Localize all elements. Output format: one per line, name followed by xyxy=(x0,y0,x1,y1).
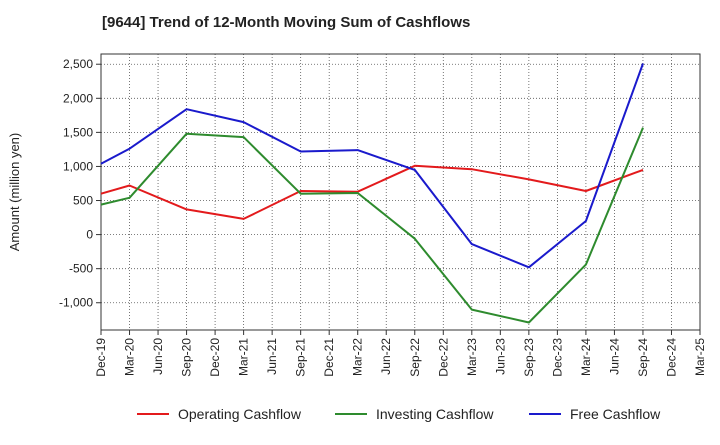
x-tick-label: Mar-25 xyxy=(693,338,707,376)
x-tick-label: Jun-21 xyxy=(265,338,279,375)
y-tick-label: 2,500 xyxy=(63,57,93,71)
y-tick-label: 500 xyxy=(73,194,93,208)
y-tick-label: 1,000 xyxy=(63,159,93,173)
series-line xyxy=(100,63,644,269)
x-tick-label: Sep-23 xyxy=(522,338,536,377)
chart-title: [9644] Trend of 12-Month Moving Sum of C… xyxy=(102,14,471,31)
x-tick-label: Sep-21 xyxy=(294,338,308,377)
x-tick-label: Mar-22 xyxy=(351,338,365,376)
x-tick-label: Jun-22 xyxy=(379,338,393,375)
x-tick-label: Mar-20 xyxy=(123,338,137,376)
axes: -1,000 -500 0 500 1,000 1,500 2,000 2,500 Dec-19… xyxy=(7,53,707,377)
legend-label: Free Cashflow xyxy=(570,406,661,422)
x-tick-label: Jun-24 xyxy=(607,338,621,375)
x-tick-label: Mar-21 xyxy=(237,338,251,376)
x-tick-label: Sep-22 xyxy=(408,338,422,377)
y-tick-label: -500 xyxy=(69,262,93,276)
x-tick-label: Dec-23 xyxy=(550,338,564,377)
x-tick-label: Jun-20 xyxy=(151,338,165,375)
x-tick-label: Dec-22 xyxy=(436,338,450,377)
x-tick-label: Dec-19 xyxy=(94,338,108,377)
y-tick-label: 0 xyxy=(86,228,93,242)
y-tick-label: 2,000 xyxy=(63,91,93,105)
x-tick-label: Jun-23 xyxy=(493,338,507,375)
series-line xyxy=(100,127,644,324)
series-lines xyxy=(100,63,644,324)
x-tick-label: Dec-21 xyxy=(322,338,336,377)
legend-label: Operating Cashflow xyxy=(178,406,302,422)
x-tick-label: Sep-24 xyxy=(636,338,650,377)
x-tick-label: Dec-24 xyxy=(664,338,678,377)
y-tick-label: -1,000 xyxy=(59,296,93,310)
x-tick-label: Mar-23 xyxy=(465,338,479,376)
x-tick-label: Sep-20 xyxy=(180,338,194,377)
y-axis-title: Amount (million yen) xyxy=(7,133,22,252)
plot-frame xyxy=(100,53,701,331)
x-tick-label: Dec-20 xyxy=(208,338,222,377)
x-tick-label: Mar-24 xyxy=(579,338,593,376)
legend: Operating Cashflow Investing Cashflow Free… xyxy=(137,406,661,422)
y-tick-label: 1,500 xyxy=(63,125,93,139)
series-line xyxy=(100,164,644,220)
legend-label: Investing Cashflow xyxy=(376,406,494,422)
grid-lines xyxy=(100,54,701,330)
